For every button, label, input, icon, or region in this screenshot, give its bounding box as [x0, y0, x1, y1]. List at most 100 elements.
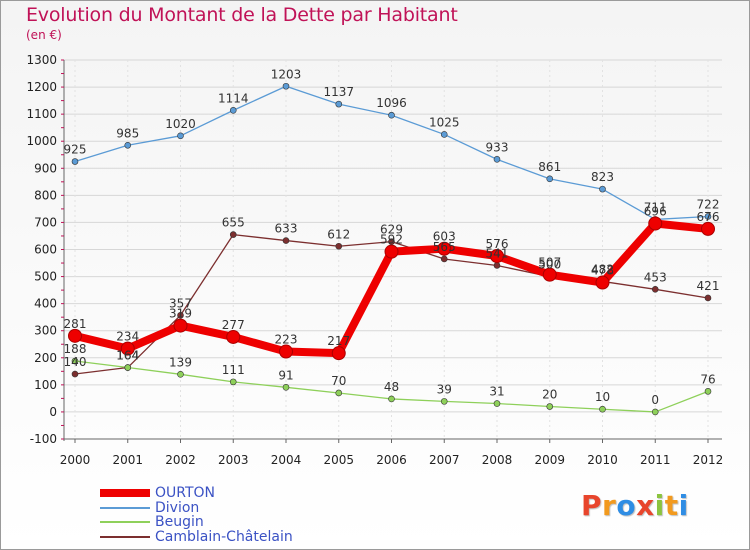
- y-tick-label: 1100: [26, 107, 57, 121]
- y-tick-label: 1300: [26, 53, 57, 67]
- data-label: 234: [116, 330, 139, 344]
- legend-swatch: [100, 489, 150, 497]
- chart-title: Evolution du Montant de la Dette par Hab…: [26, 4, 458, 26]
- data-label: 629: [380, 223, 403, 237]
- data-point: [440, 255, 448, 263]
- data-point: [595, 275, 610, 290]
- x-tick-label: 2004: [271, 453, 302, 467]
- logo-letter: o: [616, 489, 637, 522]
- y-tick-label: 700: [34, 215, 57, 229]
- data-point: [282, 383, 290, 391]
- data-point: [384, 244, 399, 259]
- data-label: 1203: [271, 67, 302, 81]
- data-point: [177, 370, 184, 378]
- data-label: 111: [222, 363, 245, 377]
- data-label: 140: [64, 355, 87, 369]
- data-label: 861: [538, 160, 561, 174]
- data-point: [335, 100, 343, 108]
- x-tick-label: 2001: [112, 453, 143, 467]
- data-label: 357: [169, 296, 192, 310]
- data-label: 1137: [323, 85, 354, 99]
- y-tick-label: 900: [34, 161, 57, 175]
- data-point: [704, 294, 712, 302]
- data-point: [226, 329, 241, 344]
- data-point: [229, 107, 237, 114]
- data-point: [437, 241, 452, 256]
- chart-subtitle: (en €): [26, 28, 62, 42]
- data-label: 565: [433, 240, 456, 254]
- data-point: [120, 341, 135, 356]
- data-label: 188: [64, 342, 87, 356]
- data-label: 722: [697, 197, 720, 211]
- y-tick-label: 1200: [26, 80, 57, 94]
- x-tick-label: 2011: [640, 453, 671, 467]
- data-label: 1114: [218, 91, 249, 105]
- x-tick-label: 2010: [587, 453, 618, 467]
- data-label: 633: [275, 222, 298, 236]
- data-point: [651, 285, 659, 293]
- data-label: 541: [486, 246, 509, 260]
- data-label: 985: [116, 126, 139, 140]
- data-label: 0: [651, 393, 659, 407]
- data-point: [282, 82, 290, 90]
- data-label: 823: [591, 170, 614, 184]
- data-label: 478: [591, 264, 614, 278]
- data-label: 319: [169, 307, 192, 321]
- data-label: 1096: [376, 96, 407, 110]
- legend-label: Beugin: [155, 514, 204, 530]
- data-point: [229, 231, 237, 238]
- y-tick-label: -100: [30, 432, 57, 446]
- legend-swatch: [100, 535, 150, 538]
- data-point: [124, 364, 132, 371]
- x-tick-label: 2008: [482, 453, 513, 467]
- data-label: 10: [595, 390, 610, 404]
- data-point: [335, 242, 343, 250]
- data-label: 91: [278, 368, 293, 382]
- y-tick-label: 800: [34, 188, 57, 202]
- data-point: [701, 221, 715, 236]
- data-point: [490, 248, 504, 263]
- data-point: [493, 156, 501, 163]
- data-point: [546, 175, 554, 183]
- y-tick-label: 100: [34, 378, 57, 392]
- data-point: [542, 267, 557, 282]
- logo-letter: i: [678, 489, 689, 522]
- logo-letter: r: [602, 489, 617, 522]
- data-label: 482: [591, 262, 614, 276]
- data-point: [388, 111, 395, 119]
- y-tick-label: 300: [34, 324, 57, 338]
- logo-letter: P: [581, 489, 603, 522]
- data-point: [440, 398, 448, 405]
- data-label: 48: [384, 380, 399, 394]
- data-label: 612: [327, 227, 350, 241]
- data-label: 676: [697, 210, 720, 224]
- data-point: [229, 378, 237, 386]
- data-label: 453: [644, 270, 667, 284]
- data-label: 507: [538, 256, 561, 270]
- data-label: 576: [486, 237, 509, 251]
- data-label: 164: [116, 349, 139, 363]
- data-point: [279, 344, 293, 359]
- data-label: 933: [486, 140, 509, 154]
- data-point: [651, 408, 659, 416]
- x-tick-label: 2007: [429, 453, 460, 467]
- data-point: [704, 388, 712, 395]
- data-point: [177, 311, 184, 319]
- data-point: [71, 158, 79, 165]
- data-point: [388, 238, 395, 245]
- data-label: 164: [116, 349, 139, 363]
- legend-label: OURTON: [155, 485, 216, 501]
- data-point: [388, 395, 395, 403]
- proxiti-logo: Proxiti: [581, 489, 689, 522]
- x-tick-label: 2009: [534, 453, 565, 467]
- legend-label: Divion: [155, 499, 200, 516]
- y-tick-label: 1000: [26, 134, 57, 148]
- data-label: 711: [644, 200, 667, 214]
- y-tick-label: 500: [34, 270, 57, 284]
- data-label: 925: [64, 143, 87, 157]
- data-point: [440, 131, 448, 138]
- data-label: 500: [538, 258, 561, 272]
- data-label: 696: [644, 205, 667, 219]
- logo-letter: x: [636, 489, 655, 522]
- x-tick-label: 2005: [323, 453, 354, 467]
